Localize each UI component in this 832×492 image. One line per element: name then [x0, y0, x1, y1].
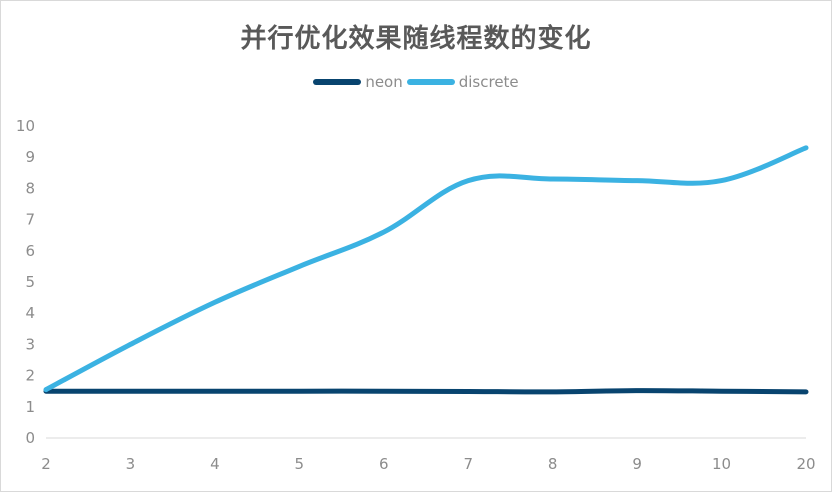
chart-title: 并行优化效果随线程数的变化 [240, 24, 592, 54]
legend-label-neon: neon [365, 73, 403, 91]
x-tick-label: 6 [379, 455, 389, 473]
y-tick-label: 4 [25, 304, 35, 322]
y-tick-label: 5 [25, 273, 35, 291]
legend-swatch-discrete [406, 79, 455, 85]
y-tick-label: 3 [25, 335, 35, 353]
x-tick-label: 10 [712, 455, 731, 473]
series-line-discrete [43, 145, 809, 393]
y-tick-label: 9 [25, 148, 35, 166]
y-tick-label: 6 [25, 242, 35, 260]
y-tick-label: 0 [25, 429, 35, 447]
chart-legend: neon discrete [0, 73, 832, 91]
x-tick-label: 4 [210, 455, 220, 473]
y-tick-label: 2 [25, 367, 35, 385]
legend-label-discrete: discrete [458, 73, 519, 91]
legend-item-discrete: discrete [406, 73, 519, 91]
y-tick-label: 7 [25, 211, 35, 229]
x-tick-label: 7 [463, 455, 473, 473]
series-line-neon [43, 388, 809, 395]
legend-item-neon: neon [313, 73, 403, 91]
x-tick-label: 9 [632, 455, 642, 473]
x-tick-label: 5 [295, 455, 305, 473]
x-tick-label: 3 [126, 455, 136, 473]
y-tick-label: 1 [25, 398, 35, 416]
legend-swatch-neon [313, 79, 362, 85]
y-tick-label: 10 [16, 117, 35, 135]
y-tick-label: 8 [25, 179, 35, 197]
x-tick-label: 20 [796, 455, 815, 473]
x-tick-label: 8 [548, 455, 558, 473]
x-tick-label: 2 [41, 455, 51, 473]
